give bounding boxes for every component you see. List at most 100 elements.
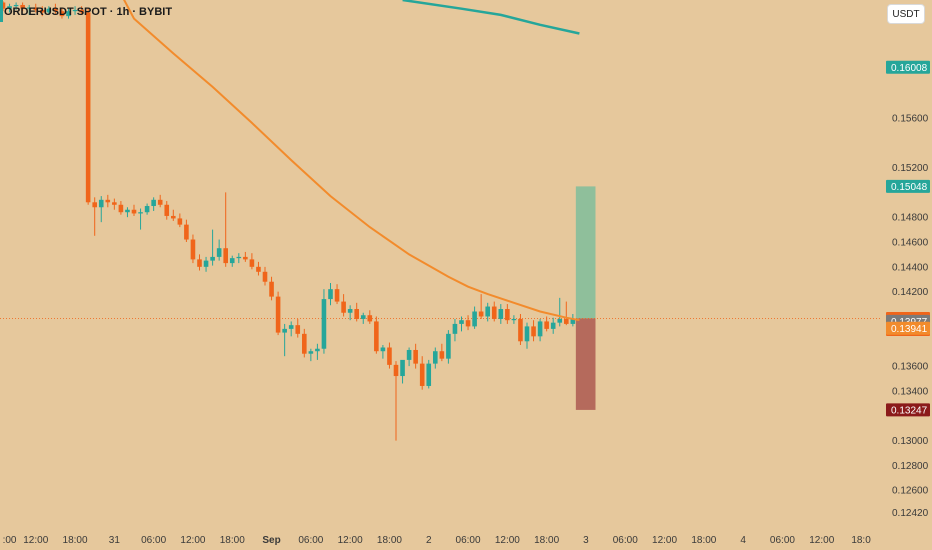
x-tick-label: 06:00 <box>298 535 323 546</box>
candle-body <box>85 12 91 203</box>
candle-body <box>380 347 386 352</box>
candle-body <box>46 8 52 13</box>
candle-body <box>550 322 556 329</box>
candle-body <box>262 271 268 282</box>
candle-body <box>144 206 150 213</box>
candle-body <box>518 318 523 342</box>
price-badge-label: 0.13941 <box>891 324 928 335</box>
x-tick-label: 12:00 <box>180 535 205 546</box>
candle-body <box>321 299 327 349</box>
candle-body <box>419 363 425 386</box>
x-tick-label: 06:00 <box>141 535 166 546</box>
candle-body <box>151 199 156 207</box>
candle-body <box>524 326 530 342</box>
candle-body <box>125 209 130 213</box>
candle-body <box>413 349 418 364</box>
candle-body <box>511 318 517 321</box>
x-tick-label: 18:00 <box>63 535 88 546</box>
candle-body <box>288 325 294 329</box>
candle-body <box>308 351 314 354</box>
chart-title: ORDERUSDT SPOT · 1h · BYBIT <box>4 6 173 18</box>
candle-body <box>302 333 307 354</box>
candle-body <box>439 351 445 359</box>
candle-body <box>341 301 346 313</box>
candle-body <box>13 4 19 7</box>
candle-body <box>315 348 320 352</box>
x-tick-label: :00 <box>3 535 17 546</box>
symbol-marker <box>0 0 3 22</box>
candle-body <box>203 260 209 267</box>
candle-body <box>452 323 458 334</box>
candle-body <box>249 259 255 267</box>
candle-body <box>544 321 549 329</box>
price-badge-label: 0.16008 <box>891 63 928 74</box>
candle-body <box>177 218 183 225</box>
candle-body <box>236 256 242 259</box>
candle-body <box>66 11 71 17</box>
x-tick-label: 12:00 <box>652 535 677 546</box>
candle-body <box>367 315 373 322</box>
candle-body <box>557 318 563 323</box>
x-tick-label: 06:00 <box>456 535 481 546</box>
candle-body <box>210 256 215 261</box>
x-tick-label: 12:00 <box>23 535 48 546</box>
candle-body <box>498 309 504 319</box>
x-tick-label: 2 <box>426 535 432 546</box>
candle-body <box>334 289 340 302</box>
candle-body <box>328 289 333 300</box>
candle-body <box>387 347 392 365</box>
candle-body <box>472 311 477 327</box>
ema-fast-line <box>123 0 580 322</box>
candle-body <box>59 11 65 17</box>
candle-body <box>164 204 170 216</box>
candle-body <box>256 266 261 272</box>
x-tick-label: 12:00 <box>495 535 520 546</box>
x-tick-label: 18:00 <box>534 535 559 546</box>
candle-body <box>243 256 248 260</box>
candle-body <box>118 204 124 213</box>
candle-body <box>53 8 58 12</box>
x-tick-label: 18:00 <box>220 535 245 546</box>
y-tick-label: 0.12420 <box>892 508 929 519</box>
stop-zone <box>575 318 596 410</box>
candle-body <box>446 333 451 359</box>
y-tick-label: 0.14200 <box>892 287 929 298</box>
candle-body <box>531 326 536 337</box>
candle-body <box>400 359 405 377</box>
candle-body <box>33 7 39 10</box>
y-tick-label: 0.14400 <box>892 262 929 273</box>
candle-body <box>190 239 196 260</box>
y-tick-label: 0.13600 <box>892 362 929 373</box>
candle-body <box>72 9 78 12</box>
x-tick-label: 06:00 <box>613 535 638 546</box>
price-badge-label: 0.15048 <box>891 182 928 193</box>
price-badge <box>886 321 930 335</box>
candle-body <box>98 199 104 208</box>
price-badge <box>886 60 930 74</box>
candle-body <box>282 328 287 333</box>
candle-body <box>505 309 510 321</box>
x-tick-label: 12:00 <box>809 535 834 546</box>
ema-slow-line <box>402 0 580 35</box>
candle-body <box>354 309 359 319</box>
candle-body <box>275 296 281 333</box>
candle-body <box>79 9 84 13</box>
candle-body <box>537 321 543 337</box>
y-tick-label: 0.15200 <box>892 163 929 174</box>
candle-body <box>406 349 412 360</box>
candle-body <box>131 209 137 214</box>
x-tick-label: 3 <box>583 535 589 546</box>
candle-body <box>229 258 235 264</box>
currency-button[interactable]: USDT <box>887 4 925 24</box>
candle-body <box>7 6 12 9</box>
candle-body <box>184 224 189 240</box>
candle-body <box>393 364 399 377</box>
candle-body <box>105 199 111 203</box>
candle-body <box>570 318 576 324</box>
x-tick-label: 31 <box>109 535 121 546</box>
x-tick-label: Sep <box>262 535 280 546</box>
candle-body <box>433 351 438 364</box>
candle-body <box>26 7 32 9</box>
